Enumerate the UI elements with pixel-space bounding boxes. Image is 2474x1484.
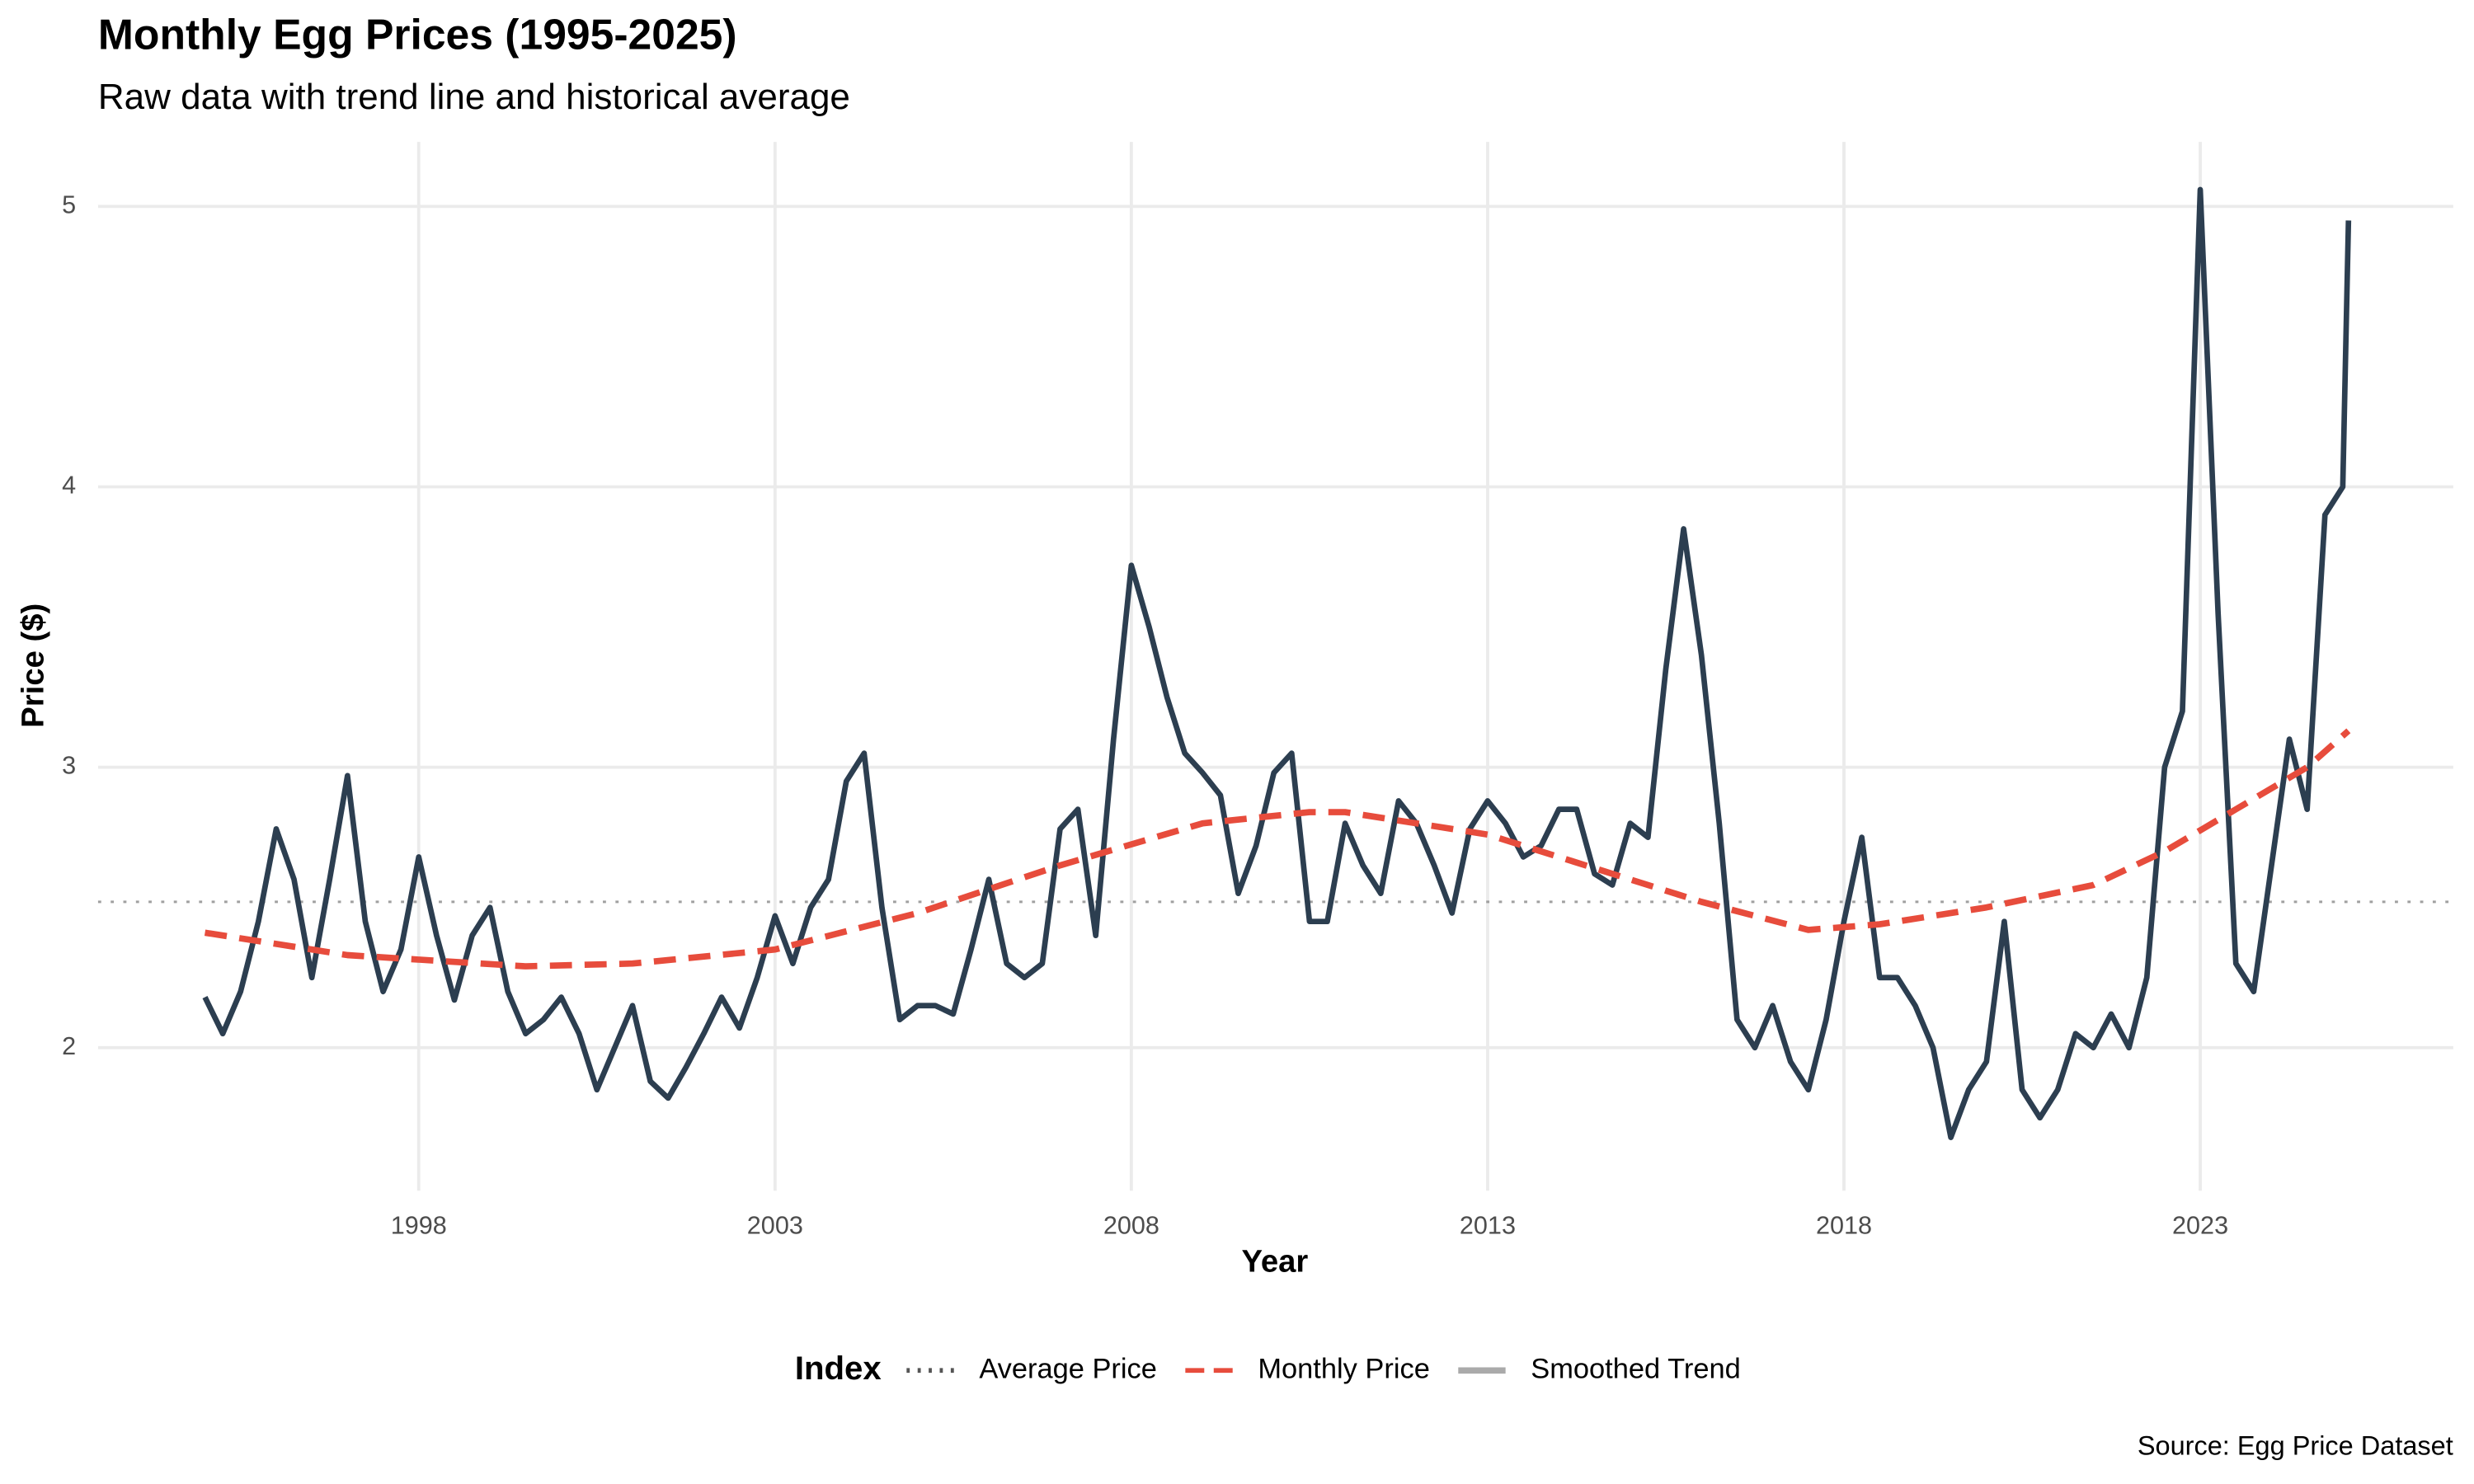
y-axis-title: Price ($) [16, 603, 51, 728]
x-tick-label: 2018 [1816, 1211, 1872, 1239]
chart-title: Monthly Egg Prices (1995-2025) [98, 11, 737, 59]
plot-area [97, 186, 2453, 1140]
x-tick-label: 1998 [391, 1211, 447, 1239]
chart-subtitle: Raw data with trend line and historical … [98, 77, 850, 117]
y-tick-label: 5 [62, 190, 76, 218]
trend-line [204, 728, 2351, 970]
legend-title: Index [795, 1350, 882, 1387]
legend: Index Average Price Monthly Price Smoothed … [795, 1350, 1741, 1387]
legend-label: Average Price [979, 1353, 1157, 1384]
x-tick-label: 2013 [1460, 1211, 1516, 1239]
legend-label: Smoothed Trend [1531, 1353, 1741, 1384]
x-tick-label: 2023 [2172, 1211, 2228, 1239]
caption: Source: Egg Price Dataset [2138, 1431, 2453, 1461]
x-tick-label: 2008 [1103, 1211, 1159, 1239]
y-tick-label: 3 [62, 752, 76, 780]
x-axis-title: Year [1241, 1243, 1308, 1279]
price-line [202, 186, 2352, 1140]
x-tick-label: 2003 [747, 1211, 803, 1239]
y-tick-label: 2 [62, 1032, 76, 1060]
grid: 2 3 4 5 1998 2003 2008 2013 2018 2023 [62, 142, 2453, 1239]
y-tick-label: 4 [62, 472, 76, 500]
legend-label: Monthly Price [1258, 1353, 1430, 1384]
